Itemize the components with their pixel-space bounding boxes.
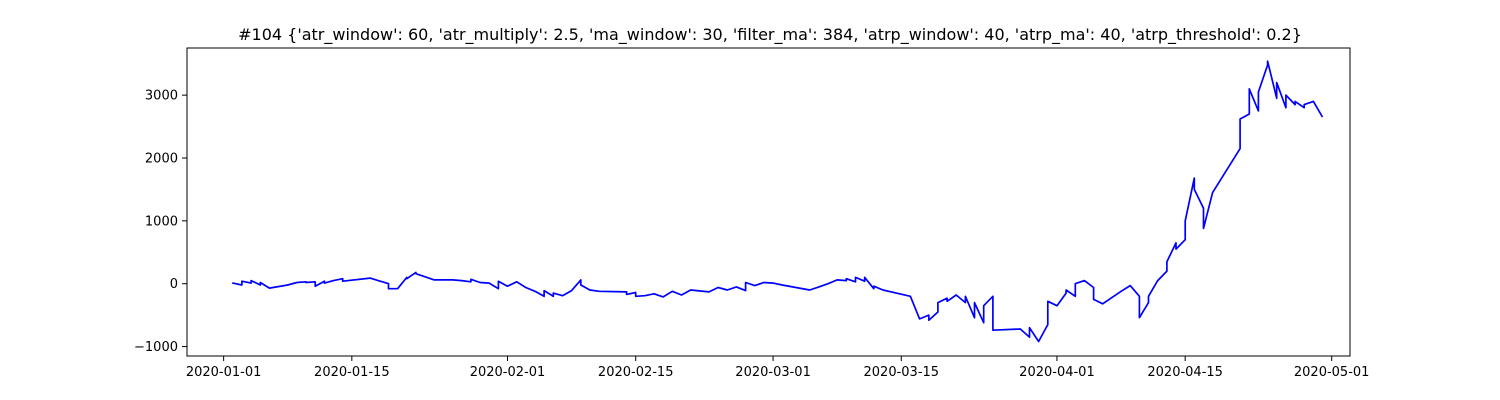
- y-tick-label: 1000: [145, 214, 178, 229]
- x-tick-label: 2020-02-15: [598, 365, 674, 380]
- plot-frame: [186, 47, 1351, 357]
- y-tick-label: −1000: [134, 340, 178, 355]
- x-tick-label: 2020-02-01: [470, 365, 546, 380]
- y-tick-label: 0: [170, 277, 178, 292]
- y-axis-ticks: −1000 0 1000 2000 3000: [134, 89, 187, 355]
- x-tick-label: 2020-05-01: [1294, 365, 1370, 380]
- x-tick-label: 2020-03-15: [864, 365, 940, 380]
- x-tick-label: 2020-01-01: [186, 365, 262, 380]
- x-tick-label: 2020-03-01: [735, 365, 811, 380]
- chart-title: #104 {'atr_window': 60, 'atr_multiply': …: [238, 25, 1302, 45]
- x-tick-label: 2020-01-15: [314, 365, 390, 380]
- x-axis-ticks: 2020-01-01 2020-01-15 2020-02-01 2020-02-15…: [186, 356, 1370, 380]
- x-tick-label: 2020-04-01: [1019, 365, 1095, 380]
- y-tick-label: 3000: [145, 89, 178, 104]
- y-tick-label: 2000: [145, 152, 178, 167]
- x-tick-label: 2020-04-15: [1147, 365, 1223, 380]
- series-group: [231, 60, 1324, 343]
- series-line-0: [231, 60, 1324, 343]
